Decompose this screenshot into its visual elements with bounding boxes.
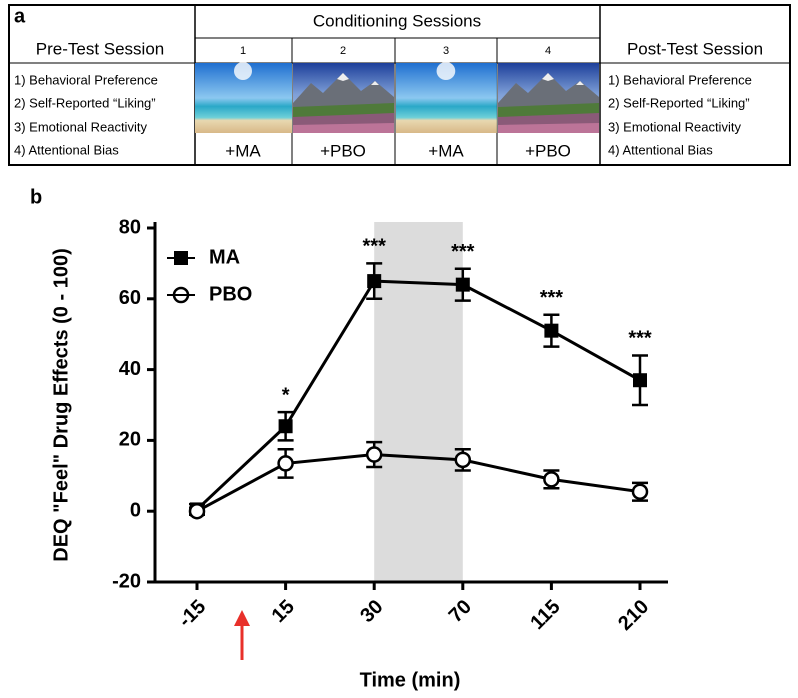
column-title: Pre-Test Session: [36, 39, 165, 58]
legend-label: PBO: [209, 283, 252, 305]
x-tick-label: -15: [174, 596, 210, 632]
column-title: Post-Test Session: [627, 39, 763, 58]
marker: [278, 419, 293, 434]
marker: [188, 502, 206, 520]
marker: [633, 373, 647, 388]
column-title: Conditioning Sessions: [313, 11, 481, 30]
y-tick-label: 20: [119, 429, 141, 451]
beach-image: [195, 62, 292, 133]
y-axis-label: DEQ "Feel" Drug Effects (0 - 100): [50, 248, 72, 562]
panel-a: a Pre-Test Session Conditioning Sessions…: [8, 4, 791, 166]
administration-arrow: [234, 610, 250, 660]
y-tick-label: 0: [130, 499, 141, 521]
list-item: 1) Behavioral Preference: [14, 72, 158, 87]
table-border: [8, 4, 791, 166]
session-drug: +PBO: [320, 141, 366, 160]
y-tick-label: 60: [119, 287, 141, 309]
significance-label: ***: [628, 328, 652, 350]
x-tick-label: 70: [445, 596, 476, 627]
y-tick-label: 40: [119, 358, 141, 380]
session-number: 4: [545, 45, 551, 57]
x-axis-label: Time (min): [360, 669, 461, 691]
x-tick-label: 30: [356, 596, 387, 627]
list-item: 2) Self-Reported “Liking”: [14, 95, 156, 110]
session-drug: +MA: [225, 141, 261, 160]
panel-label: a: [14, 5, 26, 27]
significance-label: *: [282, 384, 290, 406]
panel-b: b Time (min) DEQ "Feel" Drug Effects (0 …: [30, 186, 668, 691]
marker: [544, 323, 559, 338]
beach-image: [396, 62, 497, 133]
significance-label: ***: [363, 236, 387, 258]
list-item: 3) Emotional Reactivity: [14, 119, 147, 134]
marker: [367, 274, 382, 289]
marker: [631, 483, 649, 500]
y-tick-label: 80: [119, 216, 141, 238]
meadow-image: [293, 63, 394, 133]
list-item: 4) Attentional Bias: [608, 142, 713, 157]
series-line: [196, 453, 641, 513]
legend-label: MA: [209, 246, 240, 268]
marker: [454, 451, 472, 469]
session-number: 3: [443, 45, 449, 57]
list-item: 2) Self-Reported “Liking”: [608, 95, 750, 110]
session-drug: +PBO: [525, 141, 571, 160]
list-item: 1) Behavioral Preference: [608, 72, 752, 87]
significance-label: ***: [540, 287, 564, 309]
y-tick-label: -20: [112, 570, 141, 592]
list-item: 4) Attentional Bias: [14, 142, 119, 157]
marker: [277, 455, 294, 472]
panel-label: b: [30, 186, 42, 208]
marker: [365, 446, 383, 463]
session-drug: +MA: [428, 141, 464, 160]
x-tick-label: 15: [268, 596, 299, 627]
x-tick-label: 115: [526, 596, 564, 634]
marker: [455, 277, 470, 292]
shaded-region: [374, 222, 463, 582]
series-line: [195, 279, 641, 511]
marker: [543, 471, 560, 488]
x-tick-label: 210: [614, 596, 653, 635]
session-number: 2: [340, 45, 346, 57]
significance-label: ***: [451, 241, 475, 263]
session-number: 1: [240, 45, 246, 57]
list-item: 3) Emotional Reactivity: [608, 119, 741, 134]
meadow-image: [498, 63, 599, 133]
